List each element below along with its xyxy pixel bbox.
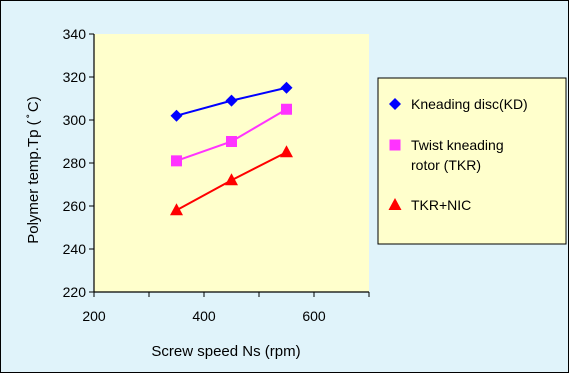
data-point	[171, 155, 182, 167]
y-tick-label: 240	[63, 241, 87, 257]
legend-label: Kneading disc(KD)	[411, 96, 528, 112]
data-point	[225, 94, 238, 107]
data-point	[170, 203, 183, 216]
y-tick-label: 280	[63, 155, 87, 171]
y-tick-label: 220	[63, 284, 87, 300]
data-point	[281, 103, 292, 115]
y-tick-label: 300	[63, 112, 87, 128]
series-square	[171, 103, 292, 167]
legend-marker	[389, 139, 401, 151]
x-tick-label: 600	[302, 308, 326, 324]
legend-entry: Twist kneading rotor (TKR)	[389, 137, 504, 173]
data-point	[170, 109, 183, 122]
series-triangle	[170, 145, 293, 216]
data-point	[280, 145, 293, 158]
y-tick-label: 260	[63, 198, 87, 214]
y-axis-label: Polymer temp.Tp ( ̊ C)	[25, 96, 42, 244]
legend-entry: Kneading disc(KD)	[389, 96, 528, 112]
legend: Kneading disc(KD) Twist kneading rotor (TK…	[388, 96, 528, 213]
data-point	[225, 173, 238, 186]
data-point	[226, 136, 237, 147]
y-tick-label: 340	[63, 26, 87, 42]
legend-marker	[389, 98, 401, 110]
axes: 220 240 260 280 300 320 340 200 400 600	[63, 26, 370, 324]
plot-area	[94, 34, 369, 292]
legend-marker	[388, 198, 402, 210]
legend-label: TKR+NIC	[411, 197, 471, 213]
x-axis-label: Screw speed Ns (rpm)	[151, 343, 300, 360]
y-tick-label: 320	[63, 69, 87, 85]
legend-box	[377, 77, 567, 245]
series-layer	[170, 81, 293, 216]
data-point	[280, 81, 293, 94]
x-tick-label: 200	[82, 308, 106, 324]
legend-entry: TKR+NIC	[388, 197, 471, 213]
x-tick-label: 400	[192, 308, 216, 324]
series-diamond	[170, 81, 293, 122]
legend-label: Twist kneading rotor (TKR)	[411, 137, 504, 173]
